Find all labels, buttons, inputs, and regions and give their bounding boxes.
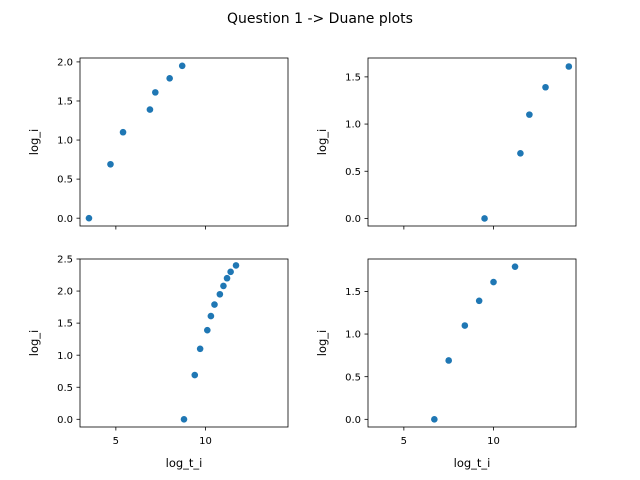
data-point [461,322,469,329]
data-point [211,301,218,308]
y-tick-label: 1.0 [345,120,361,131]
data-point [85,214,93,222]
y-axis-label: log_i [27,129,41,155]
data-point [431,416,438,423]
x-tick-label: 5 [113,436,119,447]
y-tick-label: 2.0 [57,58,73,69]
y-tick-label: 2.5 [57,255,73,266]
x-axis-label: log_t_i [166,456,203,470]
y-tick-label: 1.5 [345,287,361,298]
data-point [223,274,231,282]
y-axis-label: log_i [315,129,329,155]
y-axis-label: log_i [315,330,329,356]
data-point [107,160,114,168]
data-point [220,282,227,290]
figure-title: Question 1 -> Duane plots [227,11,413,27]
y-tick-label: 1.0 [345,330,361,341]
data-point [490,278,497,286]
y-tick-label: 1.5 [57,97,73,108]
y-tick-label: 0.0 [57,415,73,426]
x-tick-label: 10 [487,436,500,447]
x-axis-label: log_t_i [454,456,491,470]
data-point [542,83,549,91]
axes-frame [79,258,289,428]
axes-frame [367,57,577,227]
y-tick-label: 1.5 [57,319,73,330]
axes-frame [79,57,289,227]
y-tick-label: 0.5 [345,167,361,178]
y-tick-label: 0.5 [57,383,73,394]
data-point [207,312,215,320]
data-point [196,345,204,353]
data-point [445,357,452,364]
subplot-top-right: 0.0 0.5 1.0 1.5 log_i [315,57,577,230]
data-point [526,111,533,118]
data-point [191,371,199,379]
data-point [204,326,211,334]
y-tick-label: 1.5 [345,72,361,83]
y-tick-label: 0.0 [57,214,73,225]
y-tick-label: 0.0 [345,415,361,426]
data-point [517,150,524,157]
data-point [481,215,488,222]
data-point [475,297,483,305]
y-tick-label: 2.0 [57,287,73,298]
subplot-top-left: 0.0 0.5 1.0 1.5 2.0 log_i [27,57,289,230]
y-tick-label: 0.5 [57,175,73,186]
data-point [216,290,224,298]
subplot-bottom-left: 5 10 0.0 0.5 1.0 1.5 2.0 2.5 log_i log_t_i [27,255,289,470]
data-point [227,268,234,276]
y-axis-label: log_i [27,330,41,356]
x-tick-label: 10 [199,436,212,447]
y-tick-label: 1.0 [57,136,73,147]
data-point [511,263,519,270]
data-point [146,106,154,113]
data-point [166,75,173,82]
y-tick-label: 0.0 [345,214,361,225]
data-point [152,89,159,96]
subplot-bottom-right: 5 10 0.0 0.5 1.0 1.5 log_i log_t_i [315,258,577,470]
y-tick-label: 1.0 [57,351,73,362]
x-tick-label: 5 [401,436,407,447]
data-point [119,128,127,136]
subplot-grid: 0.0 0.5 1.0 1.5 2.0 log_i 0.0 0.5 1.0 1.5 log_i 5 10… [27,57,577,470]
data-point [178,62,186,70]
data-point [180,416,188,423]
data-point [232,262,240,269]
y-tick-label: 0.5 [345,372,361,383]
data-point [565,63,573,70]
axes-frame [367,258,577,428]
